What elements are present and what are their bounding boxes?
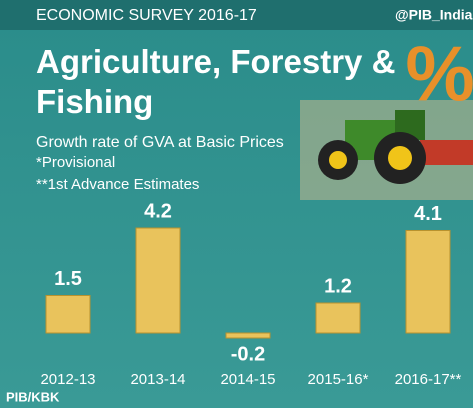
x-tick-label: 2013-14 <box>130 371 185 388</box>
value-label: -0.2 <box>231 343 265 365</box>
value-label: 1.5 <box>54 268 82 290</box>
note: *Provisional <box>36 154 115 171</box>
x-tick-label: 2016-17** <box>395 371 462 388</box>
percent-symbol: % <box>405 30 473 118</box>
bar <box>45 295 91 334</box>
subtitle: Growth rate of GVA at Basic Prices <box>36 134 284 151</box>
top-strip <box>0 0 473 30</box>
handle: @PIB_India <box>395 7 473 23</box>
bar <box>405 230 451 334</box>
note: **1st Advance Estimates <box>36 176 199 193</box>
bar <box>315 302 361 334</box>
chart-title: Agriculture, Forestry & Fishing <box>36 43 396 120</box>
x-tick-label: 2014-15 <box>220 371 275 388</box>
bar <box>225 332 271 339</box>
footer: PIB/KBK <box>6 389 60 404</box>
survey-label: ECONOMIC SURVEY 2016-17 <box>36 7 257 24</box>
x-tick-label: 2015-16* <box>308 371 369 388</box>
value-label: 1.2 <box>324 275 352 297</box>
tractor-illustration <box>300 100 473 200</box>
value-label: 4.2 <box>144 200 172 222</box>
bar <box>135 227 181 334</box>
value-label: 4.1 <box>414 203 442 225</box>
x-tick-label: 2012-13 <box>40 371 95 388</box>
